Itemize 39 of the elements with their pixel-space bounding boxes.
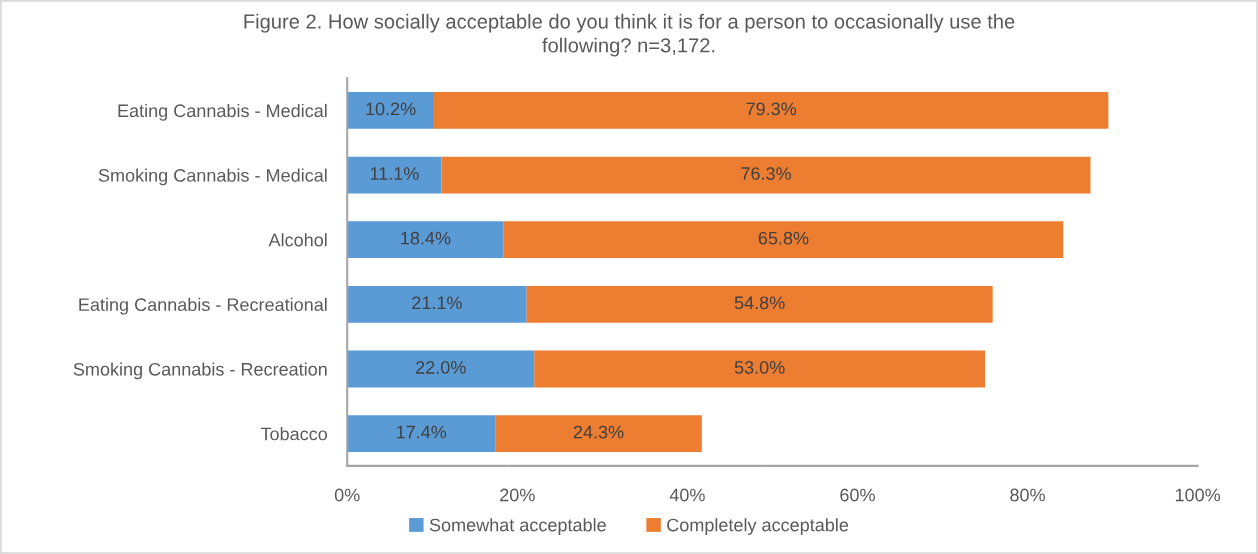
bar: [495, 415, 702, 453]
data-label: 54.8%: [734, 296, 785, 310]
chart-title: Figure 2. How socially acceptable do you think it is for a person to occasionally use the following? n=3,172.: [244, 13, 1015, 57]
data-label: 21.1%: [412, 296, 462, 310]
legend-label: Completely acceptable: [667, 518, 849, 535]
y-tick-label: Alcohol: [268, 233, 327, 247]
data-label: 53.0%: [734, 361, 785, 374]
y-tick-label: Eating Cannabis - Medical: [118, 103, 327, 121]
legend-label: Somewhat acceptable: [429, 518, 606, 535]
x-tick-label: 40%: [669, 488, 705, 502]
x-tick-label: 20%: [500, 488, 535, 502]
bar: [347, 415, 496, 453]
data-label: 24.3%: [573, 425, 624, 439]
bar: [347, 156, 442, 194]
bar: [441, 156, 1091, 194]
x-tick-label: 100%: [1175, 488, 1221, 502]
y-tick-label: Tobacco: [260, 427, 328, 441]
data-label: 18.4%: [401, 231, 451, 245]
bar: [503, 221, 1064, 259]
x-tick-label: 60%: [840, 488, 875, 502]
data-label: 11.1%: [370, 167, 419, 180]
bar: [534, 350, 986, 388]
data-label: 17.4%: [396, 425, 447, 439]
y-tick-label: Smoking Cannabis - Recreation: [73, 362, 327, 380]
bar: [347, 350, 535, 388]
bar: [347, 92, 434, 129]
x-tick-label: 0%: [334, 488, 360, 502]
bar: [433, 92, 1109, 129]
bar: [347, 285, 527, 323]
data-label: 65.8%: [758, 231, 809, 245]
data-label: 22.0%: [416, 361, 466, 374]
y-tick-label: Eating Cannabis - Recreational: [79, 297, 327, 315]
x-tick-label: 80%: [1010, 488, 1045, 502]
data-label: 79.3%: [746, 102, 797, 116]
data-label: 10.2%: [366, 102, 416, 116]
data-label: 76.3%: [741, 167, 791, 180]
y-tick-label: Smoking Cannabis - Medical: [98, 168, 327, 186]
bar: [347, 221, 504, 259]
bar: [526, 285, 993, 323]
